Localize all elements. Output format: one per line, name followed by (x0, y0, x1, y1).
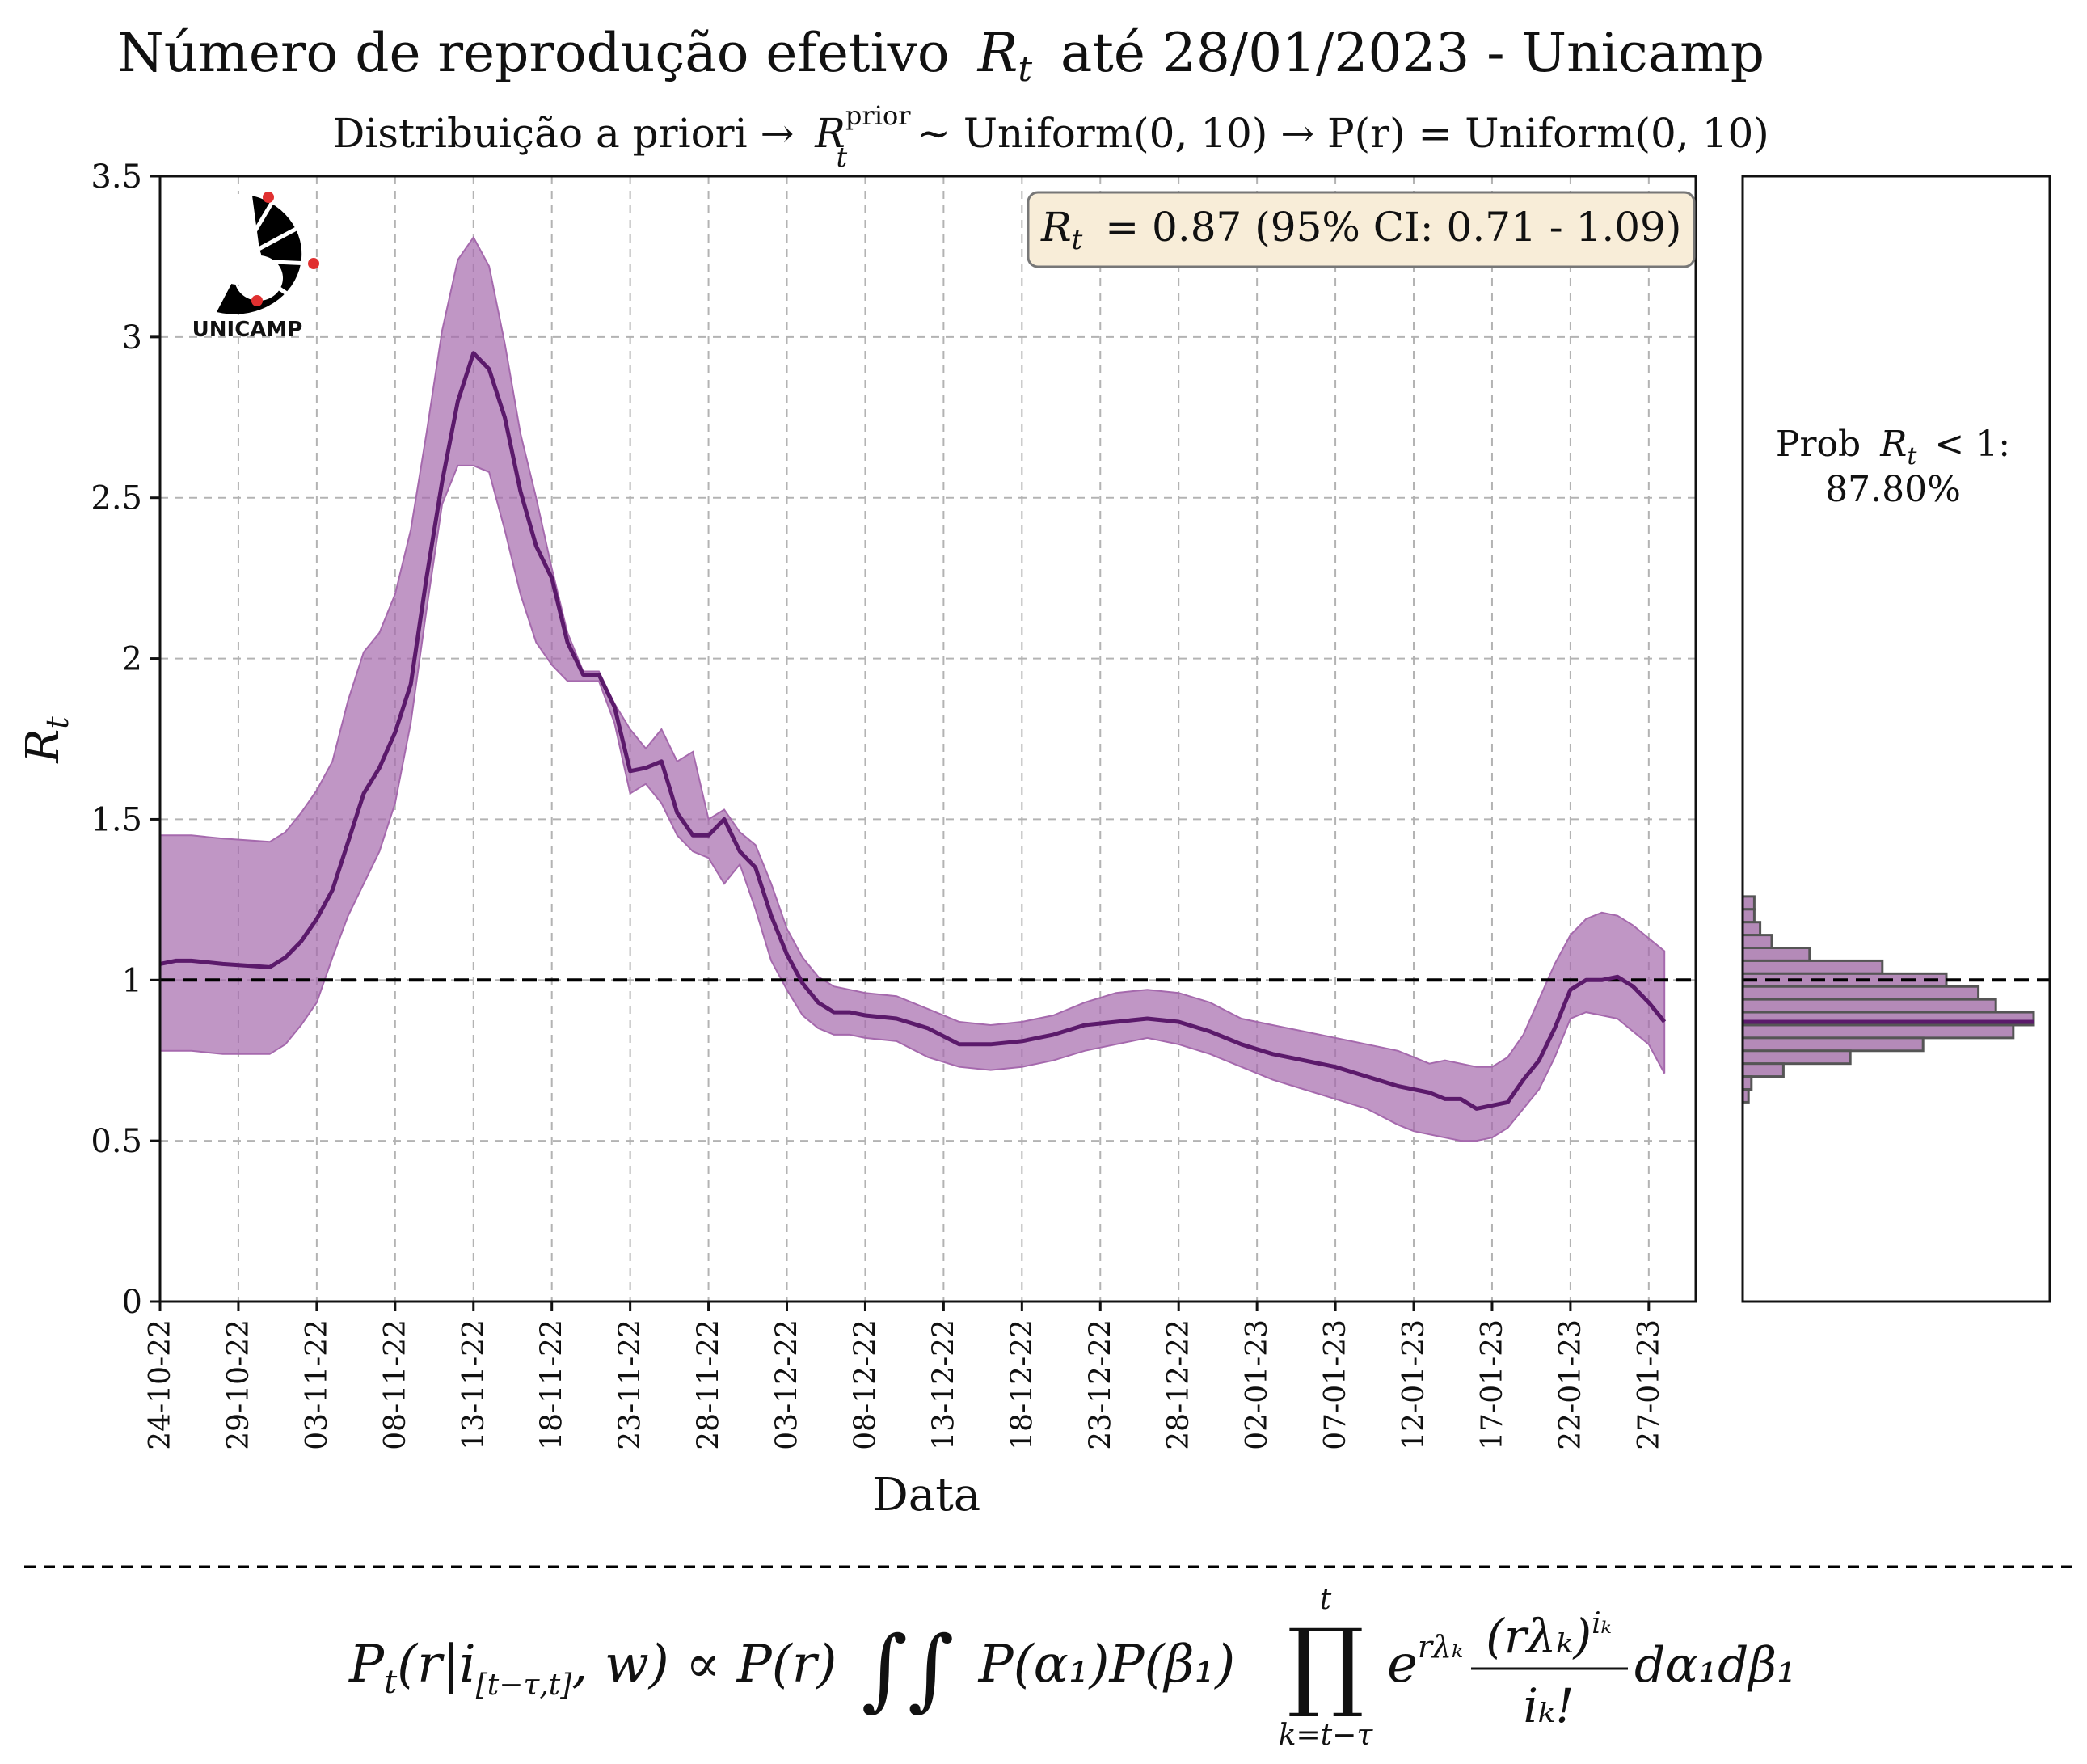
y-tick-label: 0 (122, 1284, 142, 1321)
main-plot: 0 0.5 1 1.5 2 2.5 3 3.5 24-10-22 29-10-22 03-11-2… (17, 158, 1697, 1521)
x-axis-label: Data (872, 1469, 980, 1521)
histogram-bar (1741, 1075, 1753, 1091)
y-tick-label: 0.5 (91, 1123, 142, 1160)
posterior-histogram (1741, 895, 2035, 1104)
x-tick-label: 23-12-22 (1084, 1319, 1117, 1450)
svg-text:(rλₖ)iₖ: (rλₖ)iₖ (1486, 1607, 1612, 1664)
annotation-text: Rt = 0.87 (95% CI: 0.71 - 1.09) (1040, 204, 1681, 259)
annotation-box (1027, 191, 1696, 268)
svg-text:erλₖ: erλₖ (1387, 1629, 1463, 1694)
x-tick-label: 02-01-23 (1241, 1319, 1274, 1450)
likelihood-formula: Pt(r|i[t−τ,t], w) ∝ P(r) ∫∫ P(α₁)P(β₁) ∏… (348, 1583, 1796, 1752)
side-panel-frame (1741, 175, 2051, 1303)
svg-text:dα₁dβ₁: dα₁dβ₁ (1634, 1637, 1796, 1694)
chart-subtitle: Distribuição a priori → Rprior t ∼ Unifor… (332, 100, 1769, 176)
svg-text:∏: ∏ (1287, 1609, 1364, 1721)
x-tick-label: 18-11-22 (536, 1319, 569, 1450)
x-tick-label: 18-12-22 (1006, 1319, 1039, 1450)
x-tick-label: 27-01-23 (1633, 1319, 1666, 1450)
svg-text:iₖ!: iₖ! (1523, 1678, 1574, 1733)
y-tick-label: 3.5 (91, 158, 142, 196)
histogram-bar (1741, 934, 1773, 950)
histogram-bar (1741, 1036, 1925, 1053)
y-tick-label: 2 (122, 641, 142, 678)
x-tick-label: 08-11-22 (379, 1319, 412, 1450)
histogram-bar (1741, 1049, 1852, 1066)
unicamp-logo: UNICAMP (179, 192, 319, 342)
histogram-bar (1741, 1023, 2015, 1040)
x-tick-label: 07-01-23 (1319, 1319, 1352, 1450)
histogram-bar (1741, 985, 1980, 1001)
x-tick-label: 03-12-22 (771, 1319, 804, 1450)
rt-median-path (159, 351, 1667, 1111)
x-tick-label: 24-10-22 (144, 1319, 177, 1450)
chart-title: Número de reprodução efetivo Rt até 28/0… (117, 22, 1764, 94)
x-tick-label: 29-10-22 (222, 1319, 255, 1450)
histogram-bar (1741, 959, 1884, 975)
y-tick-label: 2.5 (91, 480, 142, 517)
prob-value: 87.80% (1825, 469, 1961, 510)
histogram-bar (1741, 921, 1762, 937)
rt-line (159, 351, 1667, 1111)
histogram-bar (1741, 908, 1756, 924)
histogram-bar (1741, 947, 1811, 962)
svg-text:t: t (1320, 1583, 1332, 1616)
histogram-bar (1741, 998, 1997, 1014)
x-tick-label: 12-01-23 (1398, 1319, 1431, 1450)
y-axis-label: Rt (17, 716, 75, 764)
side-panel-background (1743, 176, 2050, 1302)
x-tick-label: 13-11-22 (457, 1319, 491, 1450)
x-tick-label: 08-12-22 (849, 1319, 882, 1450)
histogram-bar (1741, 895, 1756, 911)
x-tick-label: 03-11-22 (301, 1319, 334, 1450)
logo-text: UNICAMP (192, 318, 303, 342)
y-tick-label: 1.5 (91, 801, 142, 838)
y-tick-label: 3 (122, 319, 142, 357)
x-tick-label: 17-01-23 (1476, 1319, 1509, 1450)
posterior-panel: Prob Rt < 1: 87.80% (1741, 175, 2051, 1303)
svg-text:k=t−τ: k=t−τ (1279, 1719, 1374, 1752)
svg-text:Pt(r|i[t−τ,t], w) ∝ P(r): Pt(r|i[t−τ,t], w) ∝ P(r) ∫∫ P(α₁)P(β₁) (348, 1617, 1235, 1720)
logo-mark (179, 192, 319, 314)
y-tick-label: 1 (122, 962, 142, 999)
x-axis-ticks: 24-10-22 29-10-22 03-11-22 08-11-22 13-11-22… (144, 1302, 1666, 1450)
x-tick-label: 22-01-23 (1554, 1319, 1587, 1450)
x-tick-label: 23-11-22 (614, 1319, 647, 1450)
rt-annotation: Rt = 0.87 (95% CI: 0.71 - 1.09) (1027, 191, 1696, 268)
x-tick-label: 13-12-22 (927, 1319, 960, 1450)
plot-frame (158, 175, 1697, 1303)
x-tick-label: 28-12-22 (1162, 1319, 1195, 1450)
y-axis-ticks: 0 0.5 1 1.5 2 2.5 3 3.5 (91, 158, 160, 1321)
histogram-bar (1741, 1062, 1785, 1078)
x-tick-label: 28-11-22 (693, 1319, 726, 1450)
prob-label: Prob Rt < 1: (1776, 424, 2010, 473)
